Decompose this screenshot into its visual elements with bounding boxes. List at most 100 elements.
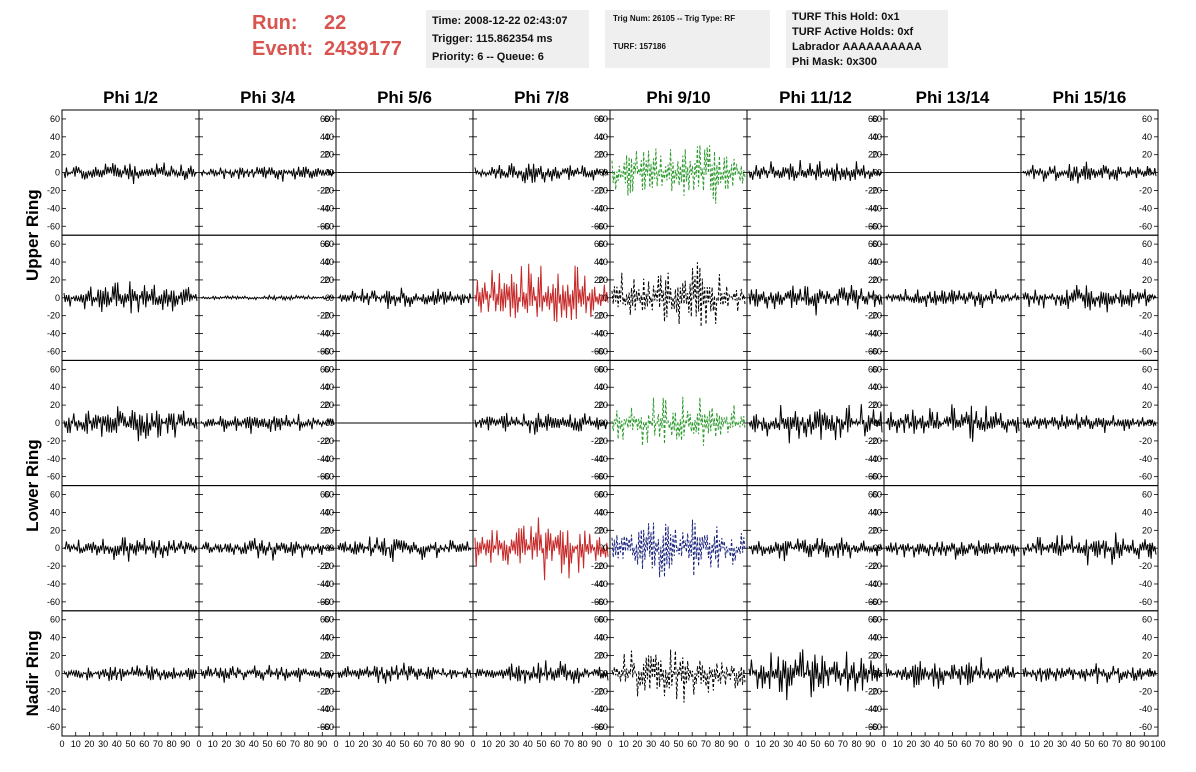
y-tick-label: 0 xyxy=(329,168,334,178)
y-tick-label: -40 xyxy=(591,704,604,714)
y-tick-label: -40 xyxy=(591,203,604,213)
x-tick-label: 60 xyxy=(824,739,834,749)
column-label: Phi 1/2 xyxy=(103,88,158,107)
y-tick-label: 0 xyxy=(603,418,608,428)
y-tick-label: -20 xyxy=(1139,185,1152,195)
y-tick-label: 40 xyxy=(324,257,334,267)
x-tick-label: 60 xyxy=(413,739,423,749)
y-tick-label: 20 xyxy=(324,651,334,661)
y-tick-label: 20 xyxy=(1142,275,1152,285)
y-tick-label: 20 xyxy=(594,525,604,535)
y-tick-label: 40 xyxy=(872,382,882,392)
y-tick-label: -60 xyxy=(321,472,334,482)
y-tick-label: 60 xyxy=(598,239,608,249)
y-tick-label: 0 xyxy=(329,418,334,428)
time-text: Time: 2008-12-22 02:43:07 xyxy=(432,15,568,27)
y-tick-label: -20 xyxy=(595,311,608,321)
y-tick-label: 60 xyxy=(868,490,878,500)
y-tick-label: 60 xyxy=(868,364,878,374)
waveform-trace xyxy=(474,163,609,184)
y-tick-label: 20 xyxy=(872,275,882,285)
x-tick-label: 70 xyxy=(427,739,437,749)
y-tick-label: -40 xyxy=(865,203,878,213)
x-tick-label: 60 xyxy=(550,739,560,749)
x-tick-label: 60 xyxy=(139,739,149,749)
y-tick-label: 60 xyxy=(324,364,334,374)
y-tick-label: -20 xyxy=(591,311,604,321)
x-tick-label: 0 xyxy=(1018,739,1023,749)
x-tick-label: 30 xyxy=(920,739,930,749)
waveform-trace xyxy=(885,657,1020,689)
y-tick-label: 40 xyxy=(872,507,882,517)
x-tick-label: 10 xyxy=(1030,739,1040,749)
y-tick-label: 20 xyxy=(320,651,330,661)
y-tick-label: -20 xyxy=(1139,686,1152,696)
waveform-trace xyxy=(748,404,883,444)
y-tick-label: -40 xyxy=(1139,329,1152,339)
y-tick-label: 40 xyxy=(598,382,608,392)
y-tick-label: 0 xyxy=(603,543,608,553)
x-tick-label: 60 xyxy=(961,739,971,749)
y-tick-label: 40 xyxy=(594,132,604,142)
waveform-trace xyxy=(63,281,198,314)
x-tick-label: 10 xyxy=(482,739,492,749)
y-tick-label: -60 xyxy=(47,472,60,482)
y-tick-label: 0 xyxy=(877,418,882,428)
y-tick-label: 60 xyxy=(868,615,878,625)
y-tick-label: -40 xyxy=(1139,203,1152,213)
x-tick-label: 20 xyxy=(632,739,642,749)
y-tick-label: -40 xyxy=(595,203,608,213)
x-tick-label: 0 xyxy=(470,739,475,749)
y-tick-label: -60 xyxy=(595,472,608,482)
y-tick-label: 20 xyxy=(50,150,60,160)
y-tick-label: -20 xyxy=(321,185,334,195)
y-tick-label: -20 xyxy=(595,436,608,446)
y-tick-label: -20 xyxy=(591,686,604,696)
x-tick-label: 80 xyxy=(989,739,999,749)
row-label: Lower Ring xyxy=(23,439,42,532)
waveform-trace xyxy=(63,665,198,682)
trig-num-text: Trig Num: 26105 -- Trig Type: RF xyxy=(613,14,736,23)
y-tick-label: -40 xyxy=(869,454,882,464)
y-tick-label: -20 xyxy=(869,185,882,195)
x-tick-label: 80 xyxy=(1126,739,1136,749)
x-tick-label: 10 xyxy=(208,739,218,749)
y-tick-label: -40 xyxy=(591,454,604,464)
y-tick-label: 0 xyxy=(603,668,608,678)
x-tick-label: 70 xyxy=(1112,739,1122,749)
y-tick-label: -20 xyxy=(1139,311,1152,321)
y-tick-label: -40 xyxy=(865,454,878,464)
y-tick-label: -60 xyxy=(869,472,882,482)
x-tick-label: 30 xyxy=(372,739,382,749)
run-event-box: Run: 22 Event: 2439177 xyxy=(252,10,402,62)
run-value: 22 xyxy=(324,12,347,34)
column-label: Phi 5/6 xyxy=(377,88,432,107)
y-tick-label: 0 xyxy=(877,293,882,303)
waveform-trace xyxy=(200,537,335,561)
y-tick-label: 40 xyxy=(1142,132,1152,142)
y-tick-label: 60 xyxy=(320,364,330,374)
y-tick-label: -40 xyxy=(1139,454,1152,464)
y-tick-label: 20 xyxy=(324,525,334,535)
y-tick-label: 20 xyxy=(594,400,604,410)
y-tick-label: -60 xyxy=(865,472,878,482)
waveform-trace xyxy=(337,536,472,563)
turf-text: TURF: 157186 xyxy=(613,42,666,51)
y-tick-label: 60 xyxy=(50,490,60,500)
y-tick-label: -60 xyxy=(591,346,604,356)
y-tick-label: 20 xyxy=(324,400,334,410)
y-tick-label: -40 xyxy=(869,704,882,714)
y-tick-label: 40 xyxy=(594,382,604,392)
y-tick-label: 20 xyxy=(324,275,334,285)
y-tick-label: 0 xyxy=(603,168,608,178)
y-tick-label: 40 xyxy=(868,382,878,392)
y-tick-label: 60 xyxy=(872,114,882,124)
y-tick-label: 40 xyxy=(868,633,878,643)
y-tick-label: -20 xyxy=(47,686,60,696)
waveform-trace xyxy=(1022,663,1157,684)
y-tick-label: 40 xyxy=(324,132,334,142)
y-tick-label: 20 xyxy=(1142,400,1152,410)
y-tick-label: 60 xyxy=(872,364,882,374)
column-label: Phi 13/14 xyxy=(916,88,990,107)
